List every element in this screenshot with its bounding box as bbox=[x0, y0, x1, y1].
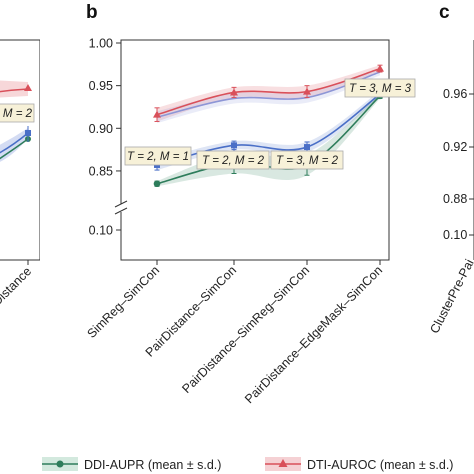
y-axis-ticks: 1.00 0.95 0.90 0.85 0.10 bbox=[89, 37, 121, 238]
annotation-label: T = 3, M = 2 bbox=[276, 155, 339, 167]
x-tick-label: PairDistance–EdgeMask–SimCon bbox=[242, 263, 385, 406]
axis-break-gap bbox=[115, 204, 127, 212]
left-x-tick-label: Distance bbox=[0, 264, 34, 308]
legend-label-dti: DTI-AUROC (mean ± s.d.) bbox=[307, 458, 453, 472]
left-blue-line bbox=[0, 132, 29, 154]
left-annotation: T = 2, M = 2 bbox=[0, 103, 35, 123]
left-green-line bbox=[0, 138, 29, 160]
legend: DDI-AUPR (mean ± s.d.) DTI-AUROC (mean ±… bbox=[42, 457, 453, 472]
left-red-band bbox=[0, 80, 28, 98]
axis-break-mark bbox=[114, 200, 128, 215]
annotation-label: T = 2, M = 1 bbox=[127, 151, 189, 163]
series-line bbox=[156, 93, 381, 166]
left-red-line bbox=[0, 88, 29, 93]
right-partial-panel: 0.96 0.92 0.88 0.10 ClusterPre-Pai bbox=[427, 40, 474, 336]
annotation-box bbox=[344, 78, 416, 98]
annotation-label: T = 3, M = 3 bbox=[349, 83, 412, 95]
x-tick-label: PairDistance–SimReg–SimCon bbox=[179, 263, 312, 396]
data-point bbox=[153, 110, 161, 118]
legend-item-dti: DTI-AUROC (mean ± s.d.) bbox=[265, 457, 453, 472]
x-axis-ticks: SimReg–SimConPairDistance–SimConPairDist… bbox=[84, 260, 385, 406]
data-point bbox=[304, 144, 310, 151]
x-tick-label: SimReg–SimCon bbox=[84, 263, 162, 341]
sd-band bbox=[157, 65, 380, 122]
axis-break-slash bbox=[114, 207, 128, 215]
data-point bbox=[230, 88, 238, 96]
sd-band bbox=[157, 68, 380, 124]
y-tick-label: 1.00 bbox=[89, 37, 113, 51]
plot-frame bbox=[120, 39, 390, 261]
panel-label-c: c bbox=[439, 2, 450, 23]
panel-label-b: b bbox=[86, 2, 98, 23]
y-tick-label: 0.90 bbox=[89, 122, 113, 136]
data-point bbox=[153, 180, 161, 188]
y-tick-label: 0.10 bbox=[89, 224, 113, 238]
y-tick-label: 0.95 bbox=[89, 79, 113, 93]
data-point bbox=[303, 87, 311, 95]
data-point bbox=[376, 64, 384, 72]
annotation-label: T = 2, M = 2 bbox=[202, 155, 265, 167]
annotation-box bbox=[124, 146, 192, 166]
legend-marker-dti bbox=[278, 459, 288, 467]
annotation-labels: T = 2, M = 1 T = 2, M = 2 T = 3, M = 2 T = … bbox=[124, 78, 416, 170]
legend-label-ddi: DDI-AUPR (mean ± s.d.) bbox=[84, 458, 221, 472]
right-y-tick-label: 0.10 bbox=[443, 228, 467, 242]
right-y-tick-label: 0.92 bbox=[443, 140, 467, 154]
left-red-marker bbox=[24, 84, 32, 91]
left-partial-panel: T = 2, M = 2 Distance bbox=[0, 39, 40, 309]
right-y-tick-label: 0.96 bbox=[443, 87, 467, 101]
main-chart: 1.000.950.900.850.10 SimReg–SimConPairDi… bbox=[84, 37, 416, 406]
legend-item-ddi: DDI-AUPR (mean ± s.d.) bbox=[42, 457, 221, 472]
annotation-box bbox=[270, 150, 344, 170]
data-point bbox=[231, 142, 237, 149]
left-annotation-text: T = 2, M = 2 bbox=[0, 108, 33, 120]
axis-break-slash bbox=[114, 200, 128, 208]
right-x-tick-label: ClusterPre-Pai bbox=[427, 257, 474, 336]
left-blue-band bbox=[0, 128, 28, 162]
right-y-tick-label: 0.88 bbox=[443, 192, 467, 206]
legend-marker-ddi bbox=[56, 460, 64, 468]
annotation-box bbox=[196, 150, 270, 170]
y-tick-label: 0.85 bbox=[89, 164, 113, 178]
